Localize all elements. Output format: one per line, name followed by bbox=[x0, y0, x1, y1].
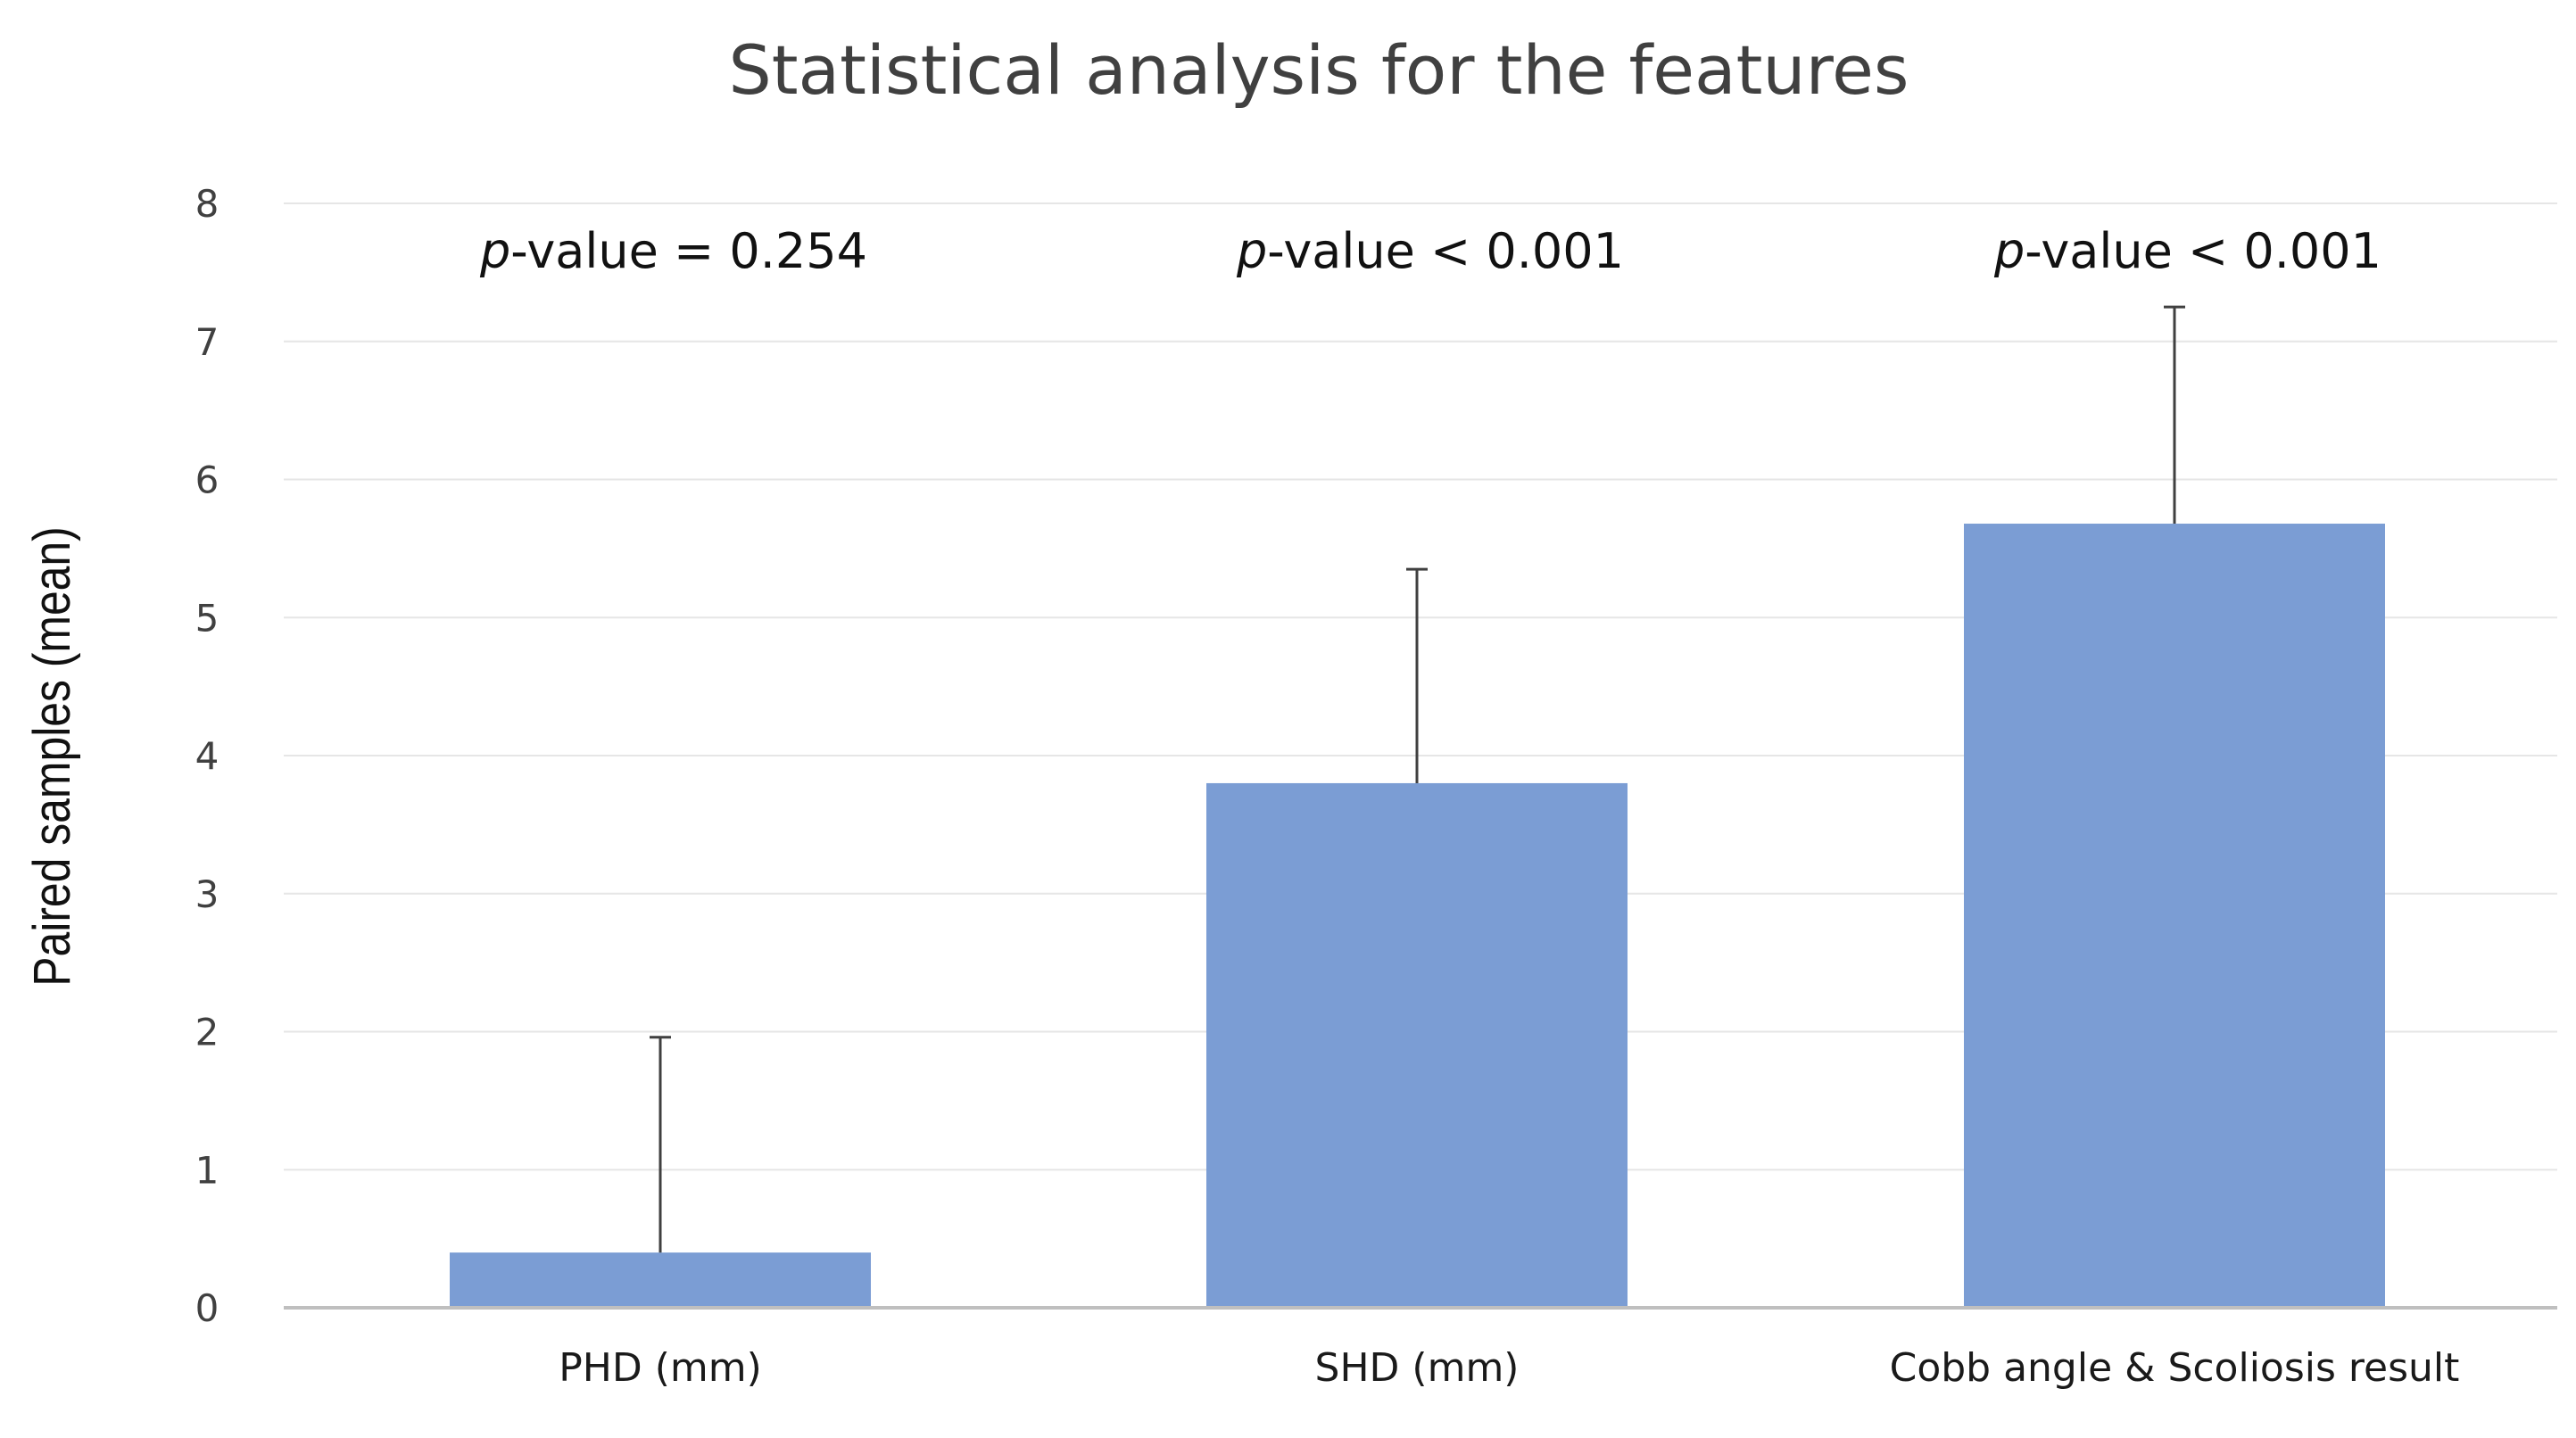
p-value-symbol: p bbox=[1236, 223, 1267, 279]
p-value-annotation: p-value < 0.001 bbox=[1236, 223, 1624, 279]
error-bars bbox=[650, 305, 2185, 1253]
p-value-symbol: p bbox=[1993, 223, 2025, 279]
bar bbox=[450, 1252, 871, 1308]
y-tick-label: 1 bbox=[195, 1148, 219, 1192]
x-category-label: Cobb angle & Scoliosis result bbox=[1890, 1345, 2460, 1391]
p-value-text: -value < 0.001 bbox=[2025, 223, 2381, 279]
y-tick-label: 3 bbox=[195, 872, 219, 916]
y-tick-label: 2 bbox=[195, 1011, 219, 1054]
p-value-annotations: p-value = 0.254 p-value < 0.001 p-value < … bbox=[479, 223, 2381, 279]
p-value-text: -value < 0.001 bbox=[1267, 223, 1624, 279]
y-tick-label: 6 bbox=[195, 459, 219, 502]
bar bbox=[1964, 524, 2385, 1308]
p-value-annotation: p-value = 0.254 bbox=[479, 223, 867, 279]
y-tick-label: 5 bbox=[195, 596, 219, 640]
p-value-annotation: p-value < 0.001 bbox=[1993, 223, 2381, 279]
y-axis-label: Paired samples (mean) bbox=[24, 526, 81, 986]
x-axis-categories: PHD (mm) SHD (mm) Cobb angle & Scoliosis r… bbox=[559, 1345, 2459, 1391]
y-tick-label: 8 bbox=[195, 182, 219, 226]
y-tick-label: 0 bbox=[195, 1286, 219, 1330]
chart-title: Statistical analysis for the features bbox=[728, 30, 1909, 110]
bar bbox=[1206, 782, 1628, 1308]
y-tick-label: 4 bbox=[195, 734, 219, 778]
y-axis-ticks: 0 1 2 3 4 5 6 7 8 bbox=[195, 182, 219, 1330]
p-value-text: -value = 0.254 bbox=[510, 223, 867, 279]
p-value-symbol: p bbox=[479, 223, 510, 279]
y-tick-label: 7 bbox=[195, 320, 219, 364]
x-category-label: PHD (mm) bbox=[559, 1345, 762, 1391]
bars bbox=[450, 524, 2385, 1308]
x-category-label: SHD (mm) bbox=[1315, 1345, 1520, 1391]
